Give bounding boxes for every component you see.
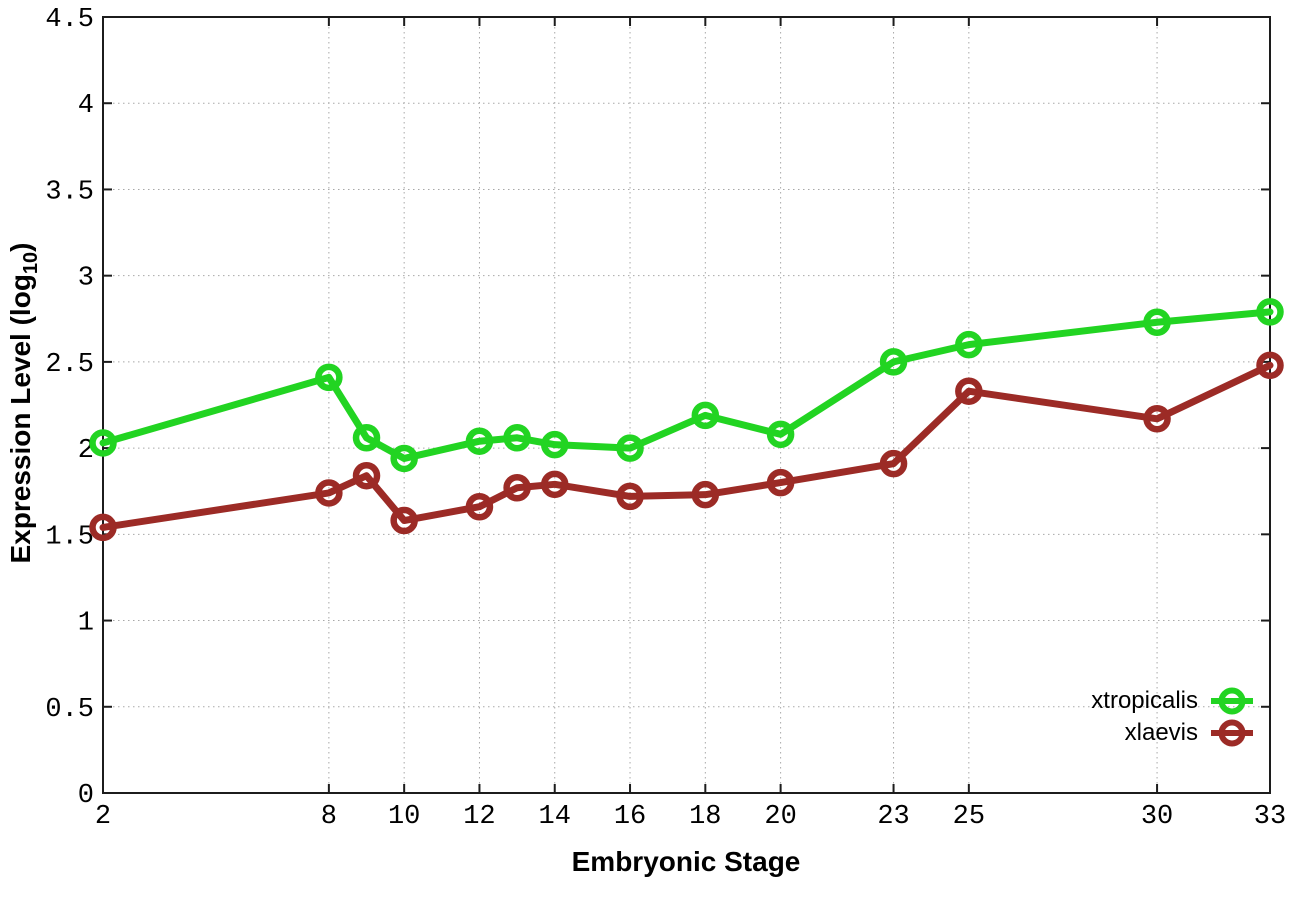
xtropicalis-data-point bbox=[955, 330, 983, 359]
xtropicalis-data-point bbox=[540, 430, 569, 459]
legend-entry-xlaevis: xlaevis bbox=[1125, 717, 1254, 748]
xlaevis-data-point bbox=[540, 470, 569, 499]
xlaevis-data-point bbox=[1256, 351, 1284, 380]
y-axis-title-text: Expression Level (log bbox=[5, 274, 37, 564]
series-line-xtropicalis bbox=[99, 308, 1274, 462]
x-tick-label: 16 bbox=[614, 802, 646, 832]
x-tick-label: 23 bbox=[877, 802, 909, 832]
x-tick-label: 12 bbox=[463, 802, 495, 832]
x-tick-label: 10 bbox=[388, 802, 420, 832]
xlaevis-data-point bbox=[766, 468, 795, 497]
y-axis-title: Expression Level (log10) bbox=[5, 243, 43, 564]
xtropicalis-data-point bbox=[616, 434, 644, 462]
xlaevis-data-point bbox=[390, 506, 418, 535]
xlaevis-data-point bbox=[352, 461, 381, 490]
y-tick-label: 1.5 bbox=[45, 522, 94, 552]
x-tick-label: 2 bbox=[95, 802, 111, 832]
xlaevis-data-point bbox=[955, 377, 983, 405]
xlaevis-data-point bbox=[315, 479, 343, 507]
xlaevis-data-point bbox=[616, 482, 644, 511]
x-tick-label: 14 bbox=[539, 802, 571, 832]
xtropicalis-data-point bbox=[1256, 298, 1284, 326]
xlaevis-line-marker-icon bbox=[1211, 719, 1253, 746]
x-tick-label: 30 bbox=[1141, 802, 1173, 832]
y-tick-label: 3.5 bbox=[45, 177, 94, 207]
xtropicalis-data-point bbox=[766, 420, 795, 449]
xlaevis-data-point bbox=[691, 480, 720, 509]
x-tick-label: 20 bbox=[764, 802, 796, 832]
xlaevis-data-point bbox=[465, 492, 494, 521]
x-tick-label: 8 bbox=[321, 802, 337, 832]
xlaevis-data-point bbox=[503, 474, 531, 502]
xtropicalis-data-point bbox=[352, 424, 381, 452]
x-axis-title: Embryonic Stage bbox=[571, 846, 801, 877]
xlaevis-data-point bbox=[1143, 405, 1171, 433]
legend-entry-xtropicalis: xtropicalis bbox=[1091, 685, 1254, 716]
y-axis-title-close: ) bbox=[5, 242, 37, 252]
legend-label-xtropicalis: xtropicalis bbox=[1091, 686, 1198, 714]
xtropicalis-data-point bbox=[1143, 308, 1171, 336]
y-axis-title-subscript: 10 bbox=[19, 251, 42, 275]
xtropicalis-data-point bbox=[390, 444, 418, 473]
y-tick-label: 0 bbox=[78, 781, 94, 811]
y-tick-label: 1 bbox=[78, 609, 94, 639]
legend-label-xlaevis: xlaevis bbox=[1124, 718, 1198, 746]
plot-border bbox=[102, 16, 1271, 794]
xtropicalis-data-point bbox=[315, 363, 343, 392]
xlaevis-data-point bbox=[879, 449, 908, 478]
y-tick-label: 4 bbox=[78, 91, 94, 121]
xlaevis-data-point bbox=[89, 513, 117, 542]
xtropicalis-line-marker-icon bbox=[1211, 687, 1253, 714]
xtropicalis-data-point bbox=[691, 401, 720, 430]
xtropicalis-data-point bbox=[465, 427, 494, 455]
xtropicalis-data-point bbox=[503, 424, 531, 452]
y-tick-label: 0.5 bbox=[45, 695, 94, 725]
x-tick-label: 33 bbox=[1254, 802, 1286, 832]
x-tick-label: 18 bbox=[689, 802, 721, 832]
y-tick-label: 4.5 bbox=[45, 5, 94, 35]
y-tick-label: 2.5 bbox=[45, 350, 94, 380]
xtropicalis-data-point bbox=[879, 348, 908, 376]
legend: xtropicalis xlaevis bbox=[1091, 685, 1254, 748]
x-tick-label: 25 bbox=[953, 802, 985, 832]
y-tick-label: 3 bbox=[78, 264, 94, 294]
xtropicalis-data-point bbox=[89, 429, 117, 457]
